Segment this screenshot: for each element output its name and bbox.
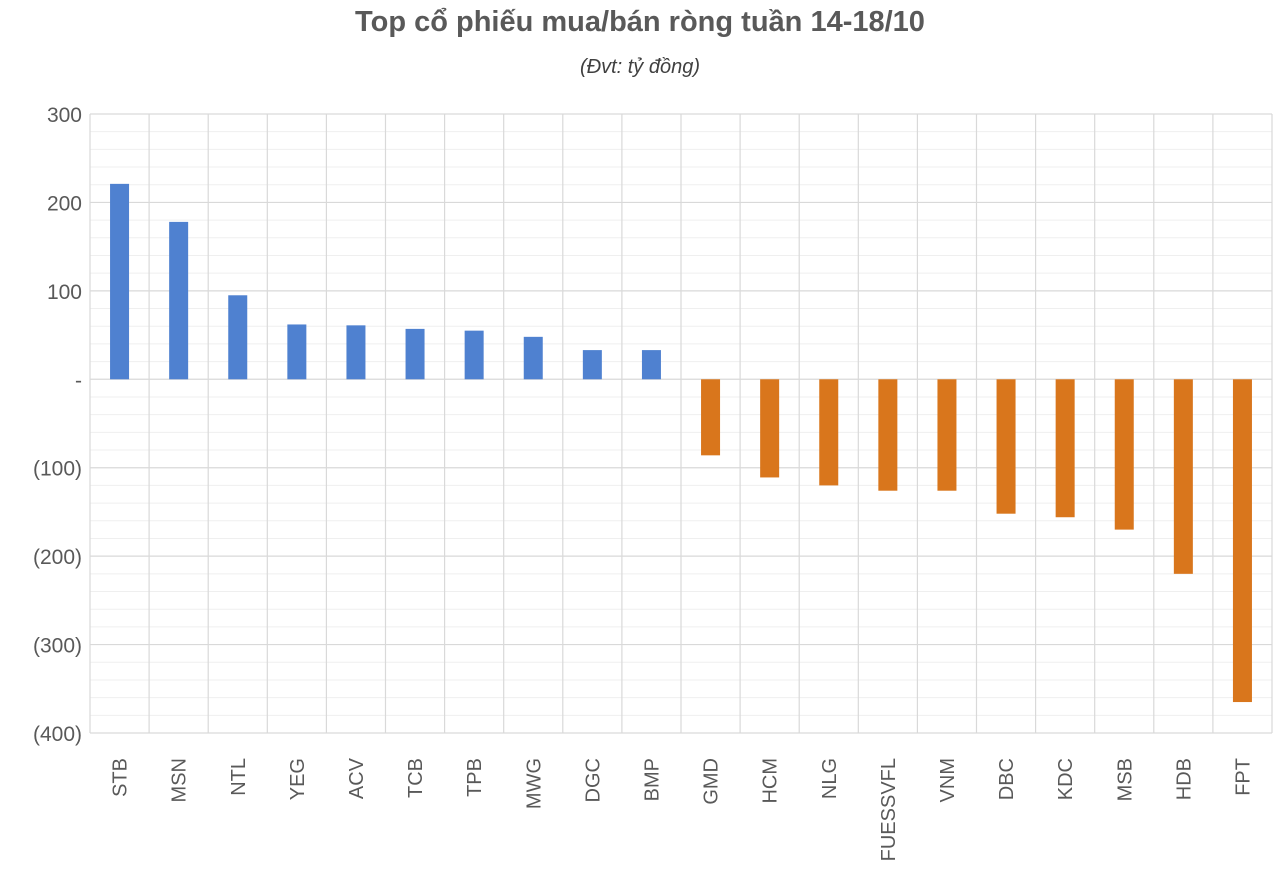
bar-fpt: [1232, 379, 1252, 703]
x-tick-label: HCM: [760, 758, 782, 804]
y-tick-label: 300: [47, 104, 82, 127]
x-tick-label: BMP: [641, 758, 663, 801]
x-tick-label: GMD: [701, 758, 723, 805]
x-tick-label: KDC: [1055, 758, 1077, 800]
x-tick-label: DGC: [582, 758, 604, 802]
bar-yeg: [287, 324, 307, 380]
bar-gmd: [701, 379, 721, 456]
x-tick-label: ACV: [346, 757, 368, 799]
x-tick-label: TPB: [464, 758, 486, 797]
bar-bmp: [641, 350, 661, 380]
x-axis-ticks: STB MSN NTL YEG ACV TCB TPB MWG DGC BMP GMD HCM NLG F…: [110, 757, 1255, 861]
bar-dgc: [582, 350, 602, 380]
y-tick-label: (400): [33, 723, 82, 746]
bar-hcm: [760, 379, 780, 478]
x-tick-label: STB: [110, 758, 132, 797]
bar-vnm: [937, 379, 957, 491]
x-tick-label: NLG: [819, 758, 841, 799]
bar-nlg: [819, 379, 839, 486]
x-tick-label: VNM: [937, 758, 959, 802]
bar-fuessvfl: [878, 379, 898, 491]
bars: [110, 183, 1252, 703]
x-tick-label: MSB: [1114, 758, 1136, 801]
bar-hdb: [1173, 379, 1193, 574]
x-tick-label: YEG: [287, 758, 309, 800]
x-tick-label: FPT: [1232, 758, 1254, 796]
bar-tcb: [405, 328, 425, 380]
chart-subtitle: (Đvt: tỷ đồng): [579, 56, 701, 78]
bar-mwg: [523, 336, 543, 380]
y-tick-label: 100: [47, 281, 82, 304]
x-tick-label: HDB: [1173, 758, 1195, 800]
chart-title: Top cổ phiếu mua/bán ròng tuần 14-18/10: [355, 6, 925, 38]
y-tick-label: -: [75, 369, 82, 392]
bar-ntl: [228, 295, 248, 380]
x-tick-label: MWG: [523, 758, 545, 809]
grid-lines: [89, 113, 1273, 734]
y-tick-label: (100): [33, 458, 82, 481]
x-tick-label: DBC: [996, 758, 1018, 800]
bar-msb: [1114, 379, 1134, 530]
y-tick-label: (200): [33, 546, 82, 569]
x-tick-label: TCB: [405, 758, 427, 798]
bar-acv: [346, 325, 366, 380]
bar-msn: [169, 221, 189, 380]
y-tick-label: (300): [33, 635, 82, 658]
x-tick-label: MSN: [169, 758, 191, 802]
bar-kdc: [1055, 379, 1075, 518]
y-axis-ticks: 300 200 100 - (100) (200) (300) (400): [33, 104, 82, 746]
x-tick-label: FUESSVFL: [878, 758, 900, 861]
bar-tpb: [464, 330, 484, 380]
y-tick-label: 200: [47, 192, 82, 215]
x-tick-label: NTL: [228, 758, 250, 796]
bar-dbc: [996, 379, 1016, 514]
bar-stb: [110, 183, 130, 380]
